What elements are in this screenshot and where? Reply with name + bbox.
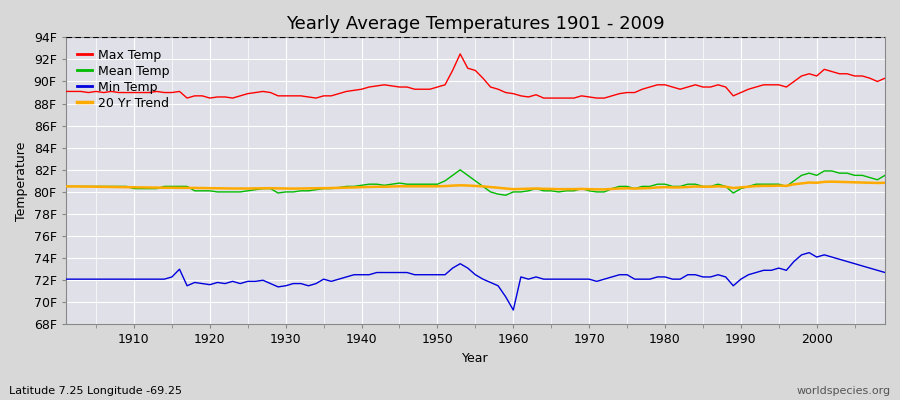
- Legend: Max Temp, Mean Temp, Min Temp, 20 Yr Trend: Max Temp, Mean Temp, Min Temp, 20 Yr Tre…: [72, 44, 175, 115]
- Text: Latitude 7.25 Longitude -69.25: Latitude 7.25 Longitude -69.25: [9, 386, 182, 396]
- Text: worldspecies.org: worldspecies.org: [796, 386, 891, 396]
- Title: Yearly Average Temperatures 1901 - 2009: Yearly Average Temperatures 1901 - 2009: [286, 15, 665, 33]
- X-axis label: Year: Year: [462, 352, 489, 365]
- Y-axis label: Temperature: Temperature: [15, 141, 28, 220]
